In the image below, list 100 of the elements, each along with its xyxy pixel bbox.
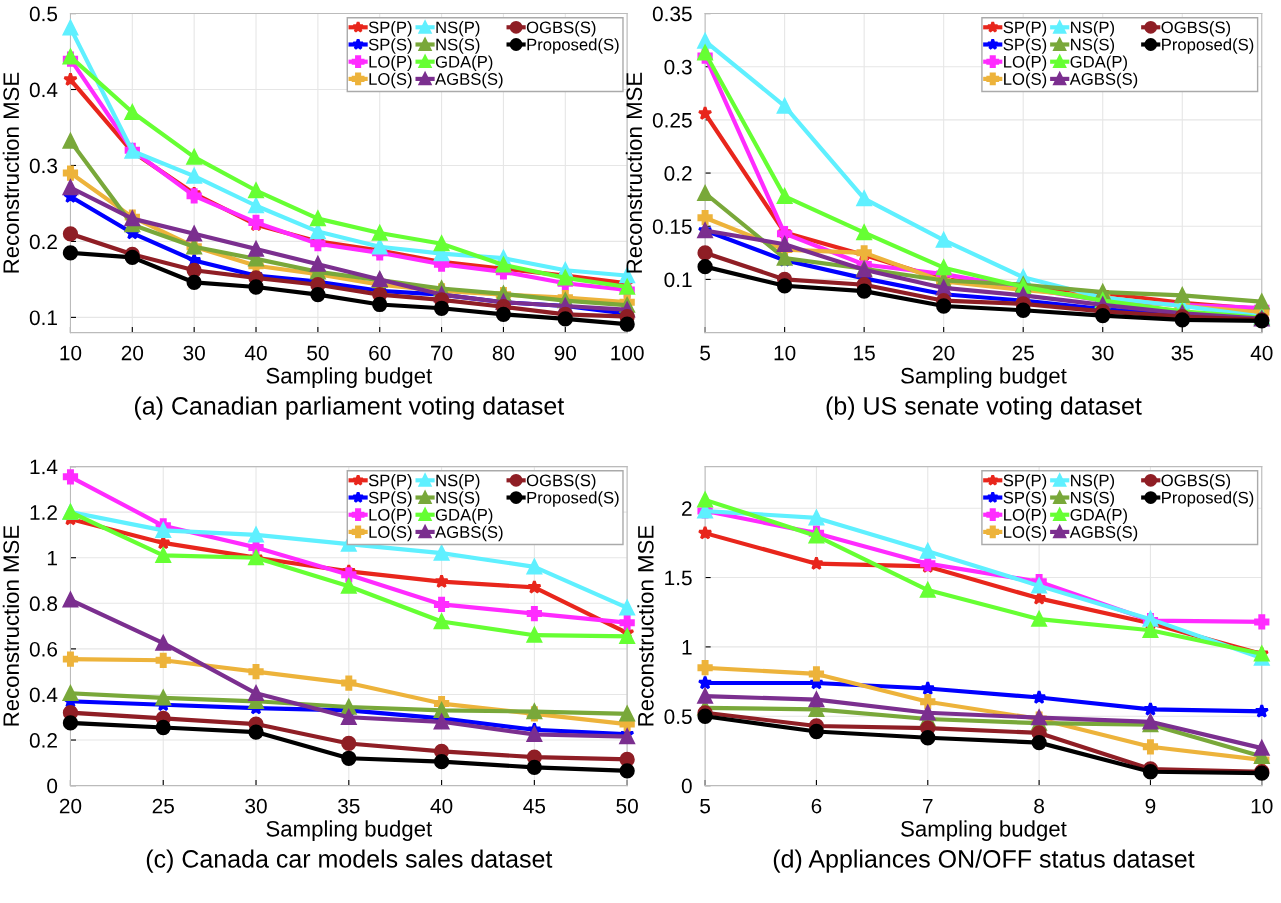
y-tick-label: 0.4	[29, 82, 58, 98]
text: (a) Canadian parliament voting dataset	[134, 396, 565, 420]
legend-label: OGBS(S)	[526, 474, 596, 490]
y-tick-label: 0.5	[29, 6, 58, 22]
y-tick-label: 0.2	[29, 733, 57, 748]
y-tick-label: 1	[47, 550, 57, 566]
x-tick-label: 20	[933, 345, 955, 361]
y-axis-title: Reconstruction MSE	[2, 72, 20, 273]
legend-label: LO(P)	[1004, 55, 1047, 71]
x-axis-title: Sampling budget	[266, 820, 433, 842]
legend-label: NS(P)	[436, 21, 480, 37]
x-tick-label: 8	[1034, 798, 1044, 814]
x-tick-label: 5	[700, 345, 711, 361]
legend-label: NS(S)	[436, 491, 480, 507]
y-tick-label: 0.3	[29, 158, 58, 174]
legend-label: NS(S)	[436, 38, 480, 54]
y-tick-label: 0.15	[652, 219, 692, 234]
legend-label: AGBS(S)	[435, 72, 503, 89]
x-tick-label: 40	[244, 345, 267, 361]
y-tick-label: 0	[681, 778, 692, 794]
legend-label: NS(P)	[436, 474, 480, 490]
x-tick-label: 50	[616, 798, 638, 814]
text: (b) US senate voting dataset	[826, 396, 1142, 420]
y-tick-label: 0.8	[29, 596, 58, 612]
legend-label: SP(P)	[1003, 21, 1047, 37]
x-tick-label: 45	[523, 798, 546, 814]
y-tick-label: 0.5	[664, 709, 692, 725]
y-tick-label: 0.35	[652, 6, 692, 22]
legend-label: Proposed(S)	[1162, 491, 1254, 507]
y-tick-label: 2	[682, 501, 692, 516]
legend-label: SP(P)	[368, 474, 412, 490]
legend-label: SP(S)	[1003, 491, 1047, 507]
x-tick-label: 30	[1091, 345, 1114, 361]
y-tick-label: 1.2	[30, 505, 57, 520]
x-tick-label: 40	[1250, 345, 1273, 361]
x-tick-label: 9	[1145, 798, 1156, 814]
y-tick-label: 0.25	[652, 112, 692, 128]
y-axis-title: Reconstruction MSE	[2, 525, 20, 726]
y-tick-label: 0.3	[664, 59, 692, 75]
legend-label: LO(S)	[369, 72, 412, 89]
legend-label: NS(P)	[1071, 21, 1115, 37]
legend-label: LO(P)	[369, 55, 412, 71]
legend-label: AGBS(S)	[435, 525, 503, 542]
y-tick-label: 0	[47, 778, 58, 794]
x-axis-title: Sampling budget	[901, 820, 1067, 842]
y-tick-label: 1.5	[665, 570, 692, 586]
x-axis-title: Sampling budget	[266, 367, 433, 388]
legend-label: SP(P)	[1003, 474, 1047, 490]
legend-label: AGBS(S)	[1069, 72, 1138, 89]
x-tick-label: 30	[183, 345, 205, 361]
y-tick-label: 0.1	[29, 310, 57, 326]
x-axis-title: Sampling budget	[901, 367, 1067, 388]
legend-label: LO(S)	[369, 525, 412, 542]
legend-label: Proposed(S)	[527, 491, 619, 507]
y-tick-label: 0.1	[664, 272, 692, 288]
y-tick-label: 0.2	[664, 166, 692, 181]
text: (c) Canada car models sales dataset	[146, 849, 553, 873]
legend-label: OGBS(S)	[1161, 21, 1231, 37]
legend-label: NS(S)	[1071, 491, 1115, 507]
y-tick-label: 1.4	[30, 459, 58, 475]
x-tick-label: 10	[774, 345, 796, 361]
legend-label: NS(P)	[1071, 474, 1115, 490]
x-tick-label: 25	[152, 798, 174, 814]
x-tick-label: 80	[492, 345, 515, 361]
y-tick-label: 0.2	[29, 234, 57, 250]
y-axis-title: Reconstruction MSE	[637, 525, 654, 726]
text: (d) Appliances ON/OFF status dataset	[773, 849, 1195, 873]
x-tick-label: 70	[431, 345, 453, 361]
x-tick-label: 20	[59, 798, 82, 814]
legend-label: LO(S)	[1004, 72, 1047, 89]
x-tick-label: 7	[923, 798, 933, 814]
x-tick-label: 35	[1171, 345, 1193, 361]
legend-label: GDA(P)	[1070, 55, 1127, 71]
legend-label: Proposed(S)	[1162, 38, 1254, 54]
x-tick-label: 10	[60, 345, 82, 361]
x-tick-label: 35	[338, 798, 360, 814]
x-tick-label: 90	[554, 345, 577, 361]
legend-label: SP(P)	[368, 21, 412, 37]
legend-label: LO(P)	[369, 508, 412, 525]
legend-label: Proposed(S)	[527, 38, 619, 54]
x-tick-label: 60	[369, 345, 391, 361]
legend-label: SP(S)	[368, 491, 412, 507]
legend-label: LO(S)	[1004, 525, 1047, 542]
legend-label: GDA(P)	[435, 55, 493, 71]
legend-label: AGBS(S)	[1069, 525, 1138, 542]
legend-label: GDA(P)	[435, 508, 493, 525]
x-tick-label: 5	[700, 798, 711, 814]
legend-label: OGBS(S)	[526, 21, 596, 37]
y-axis-title: Reconstruction MSE	[625, 72, 643, 273]
legend-label: GDA(P)	[1070, 508, 1127, 525]
legend-label: OGBS(S)	[1161, 474, 1231, 490]
x-tick-label: 100	[611, 345, 644, 361]
legend-label: NS(S)	[1071, 38, 1115, 54]
y-tick-label: 1	[682, 640, 692, 655]
legend-label: SP(S)	[368, 38, 412, 54]
x-tick-label: 50	[307, 345, 329, 361]
x-tick-label: 20	[121, 345, 144, 361]
x-tick-label: 6	[811, 798, 822, 814]
x-tick-label: 15	[854, 345, 875, 361]
legend-label: SP(S)	[1003, 38, 1047, 54]
